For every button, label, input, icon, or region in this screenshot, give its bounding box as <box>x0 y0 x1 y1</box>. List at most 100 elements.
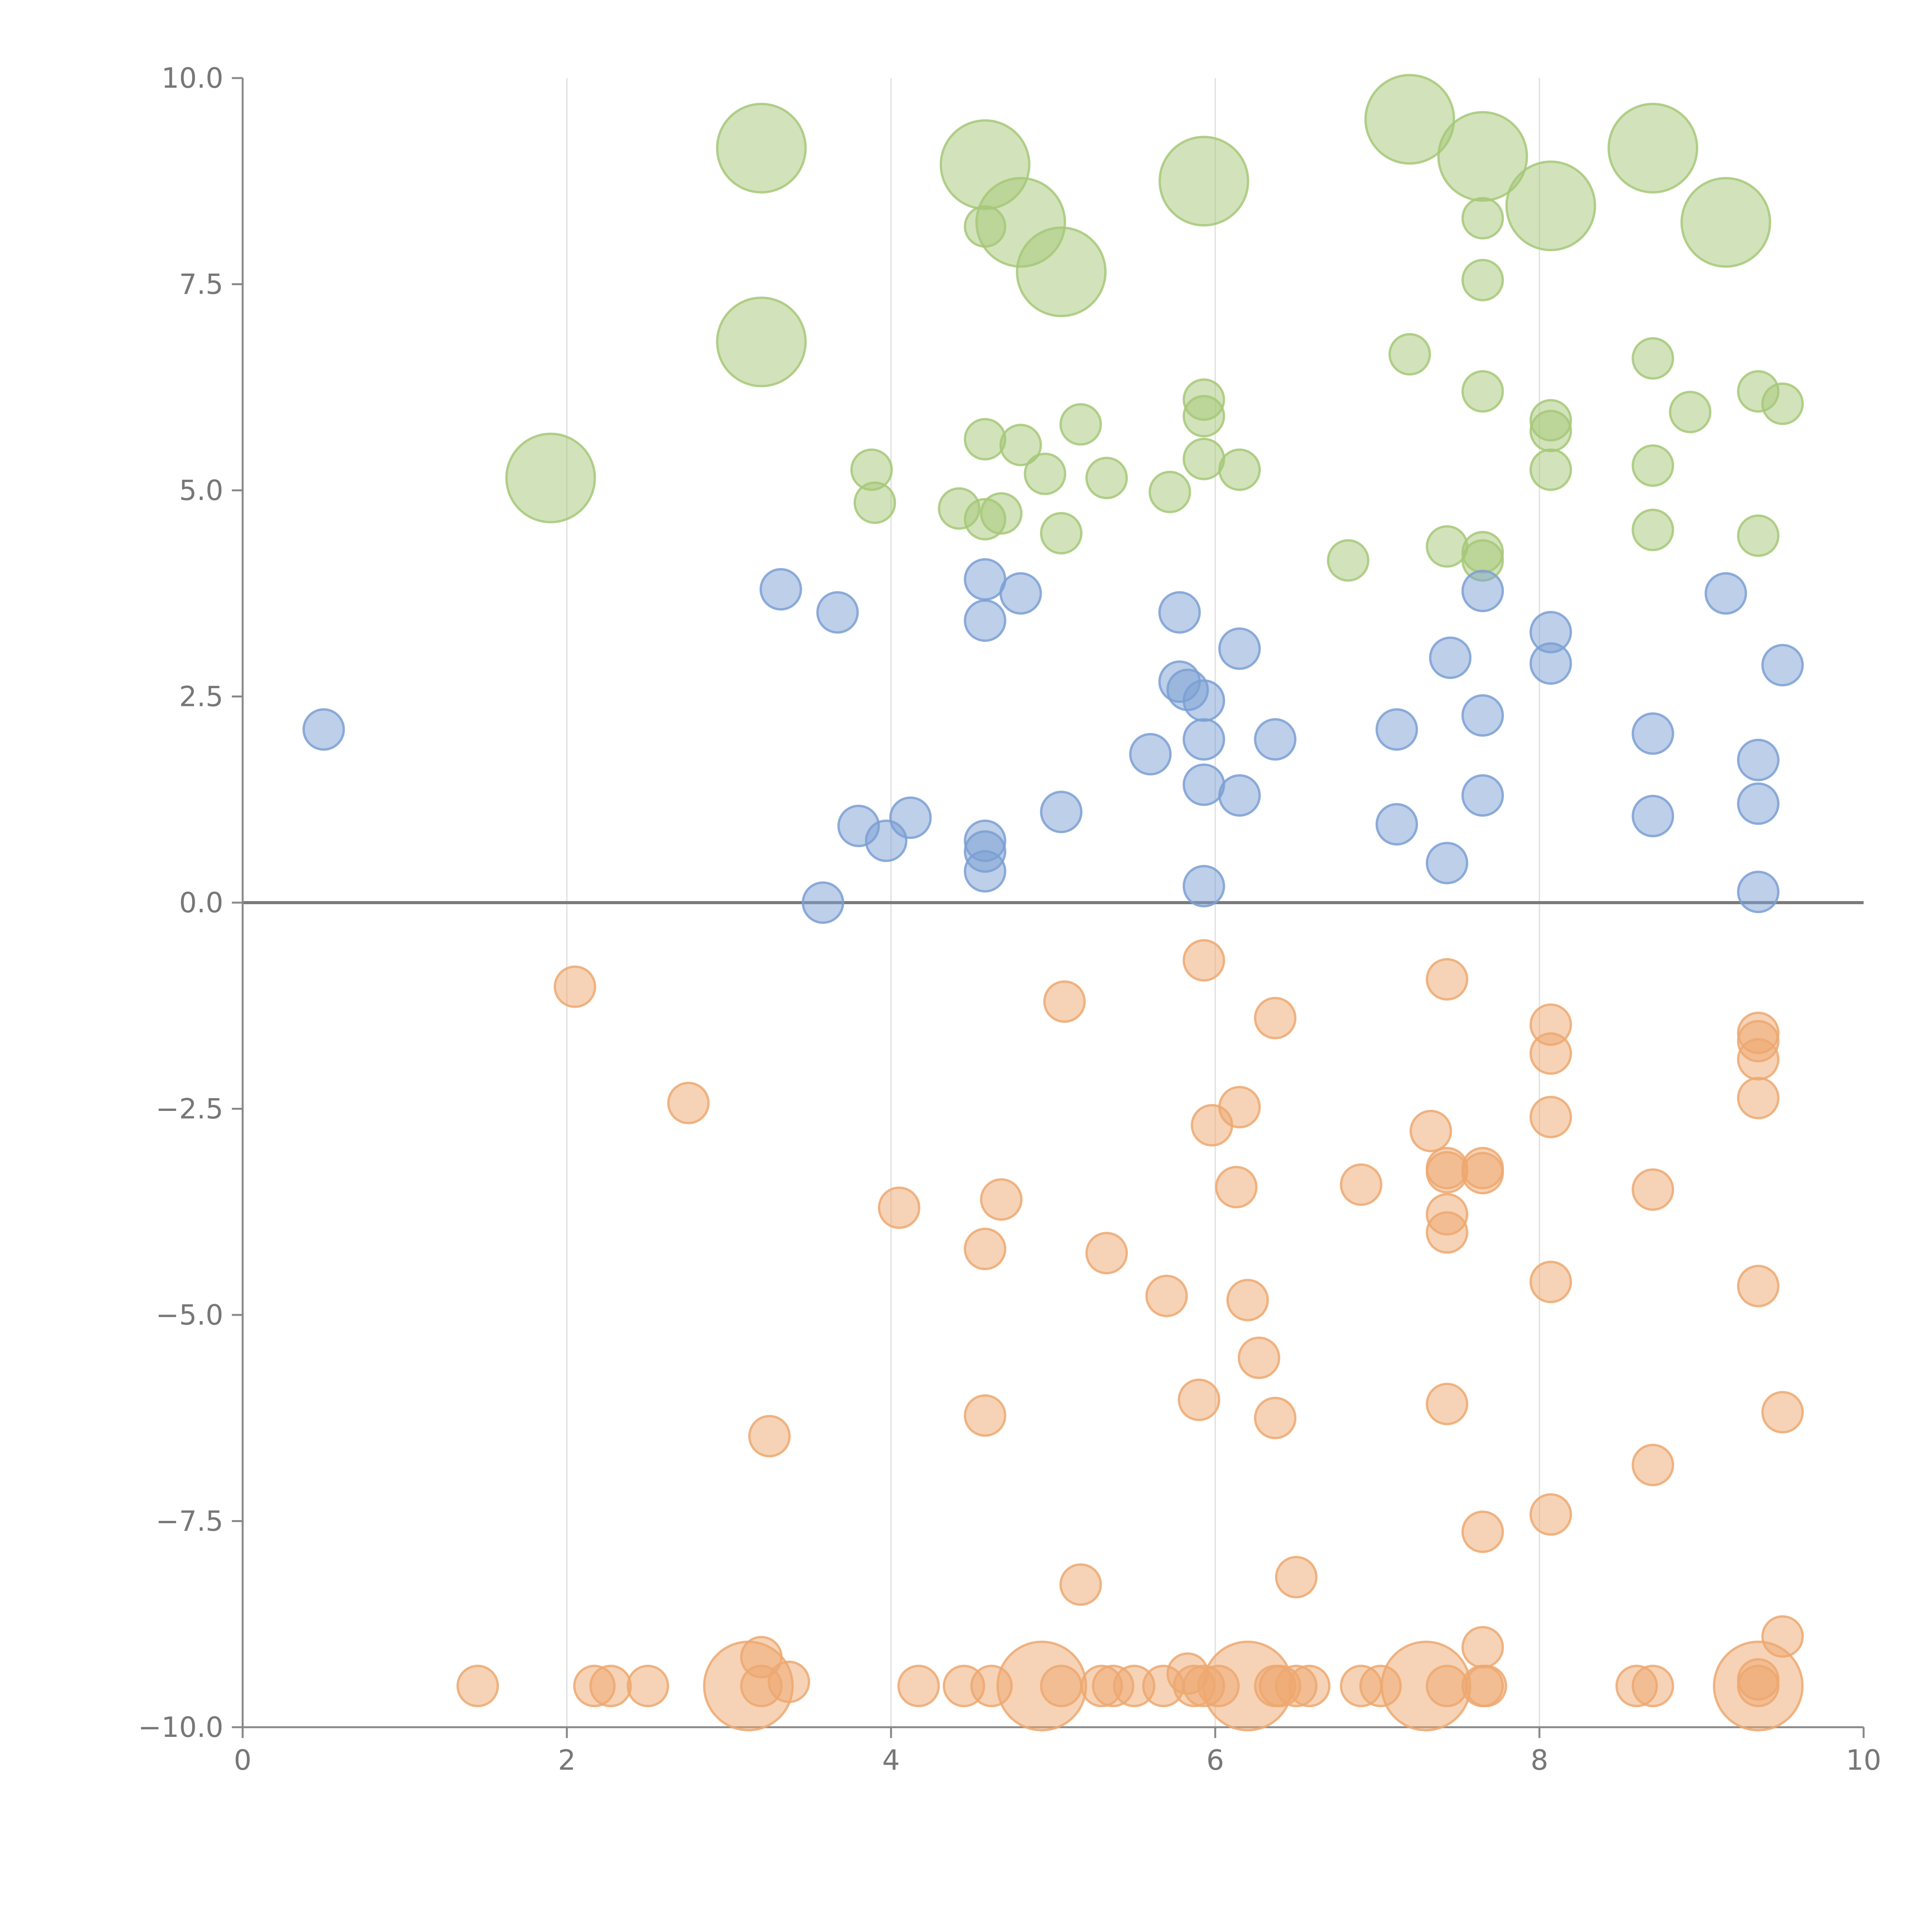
data-point-green <box>964 498 1007 541</box>
data-point-blue <box>1737 871 1780 913</box>
data-points <box>302 74 1804 1731</box>
data-point-orange <box>1737 1265 1780 1308</box>
y-tick-label: 2.5 <box>179 680 223 713</box>
data-point-green <box>1327 539 1369 582</box>
data-point-green <box>999 423 1042 466</box>
data-point-blue <box>1461 774 1504 817</box>
data-point-blue <box>1182 679 1225 722</box>
data-point-blue <box>1375 803 1418 846</box>
data-point-green <box>1761 382 1804 425</box>
data-point-green <box>964 205 1007 248</box>
data-point-blue <box>1737 738 1780 781</box>
data-point-blue <box>964 599 1007 642</box>
data-point-orange <box>1059 1563 1102 1606</box>
series-orange <box>456 939 1804 1731</box>
data-point-orange <box>1631 1444 1674 1486</box>
data-point-orange <box>1713 1640 1804 1731</box>
data-point-orange <box>1043 980 1086 1023</box>
data-point-orange <box>1425 958 1468 1001</box>
data-point-green <box>1085 456 1128 499</box>
series-blue <box>302 558 1804 924</box>
y-tick-label: 10.0 <box>162 62 223 94</box>
data-point-green <box>1425 525 1468 568</box>
data-point-orange <box>1631 1665 1674 1708</box>
data-point-green <box>1529 448 1572 491</box>
data-point-blue <box>1631 794 1674 837</box>
data-point-green <box>1024 452 1066 495</box>
data-point-orange <box>589 1665 632 1708</box>
data-point-green <box>964 418 1007 461</box>
data-point-orange <box>878 1186 920 1229</box>
data-point-blue <box>1461 570 1504 612</box>
data-point-orange <box>1254 1396 1297 1439</box>
data-point-orange <box>667 1082 710 1124</box>
data-point-blue <box>1158 591 1201 634</box>
data-point-blue <box>999 572 1042 615</box>
data-point-orange <box>1461 1626 1504 1669</box>
data-point-green <box>1529 410 1572 452</box>
y-tick-label: −7.5 <box>156 1505 223 1537</box>
data-point-blue <box>1182 718 1225 761</box>
data-point-orange <box>1340 1163 1383 1206</box>
axes: 10.0 7.5 5.0 2.5 0.0 −2.5 −5.0 −7.5 −10.0 0 2 4 6 8 10 <box>138 62 1881 1776</box>
y-tick-label: 0.0 <box>179 886 223 919</box>
data-point-orange <box>703 1640 794 1731</box>
data-point-blue <box>1129 733 1172 776</box>
data-point-blue <box>1218 774 1261 817</box>
data-point-blue <box>1704 572 1747 615</box>
data-point-green <box>716 102 807 194</box>
y-tick-label: 5.0 <box>179 474 223 507</box>
data-point-orange <box>1215 1166 1258 1209</box>
data-point-orange <box>1529 1493 1572 1536</box>
data-point-blue <box>1461 694 1504 737</box>
data-point-blue <box>1182 865 1225 908</box>
y-tick-label: −2.5 <box>156 1093 223 1125</box>
data-point-blue <box>1218 627 1261 670</box>
series-green <box>505 74 1804 582</box>
data-point-green <box>1182 395 1225 437</box>
data-point-green <box>1016 226 1107 317</box>
data-point-orange <box>964 1394 1007 1437</box>
data-point-orange <box>996 1640 1087 1731</box>
data-point-orange <box>1380 1640 1471 1731</box>
data-point-green <box>1607 102 1699 194</box>
data-point-orange <box>1288 1665 1331 1708</box>
data-point-orange <box>1461 1510 1504 1553</box>
y-tick-label: 7.5 <box>179 268 223 301</box>
x-tick-label: 0 <box>234 1744 252 1776</box>
data-point-green <box>1182 437 1225 480</box>
data-point-orange <box>1190 1104 1233 1147</box>
data-point-orange <box>1425 1383 1468 1425</box>
data-point-blue <box>1425 842 1468 884</box>
data-point-orange <box>1425 1151 1468 1194</box>
x-tick-label: 8 <box>1531 1744 1548 1776</box>
data-point-orange <box>553 965 596 1008</box>
data-point-orange <box>964 1228 1007 1270</box>
x-tick-label: 6 <box>1206 1744 1224 1776</box>
data-point-orange <box>980 1178 1023 1221</box>
data-point-green <box>1158 136 1250 227</box>
data-point-orange <box>1529 1032 1572 1075</box>
data-point-green <box>1388 333 1431 376</box>
data-point-blue <box>1737 782 1780 825</box>
data-point-orange <box>626 1665 669 1708</box>
data-point-orange <box>1182 939 1225 982</box>
data-point-blue <box>1254 718 1297 761</box>
data-point-blue <box>1429 636 1472 679</box>
data-point-green <box>1680 177 1771 268</box>
data-point-green <box>1737 514 1780 557</box>
data-point-orange <box>897 1665 940 1708</box>
data-point-green <box>1631 337 1674 380</box>
data-point-blue <box>1182 763 1225 806</box>
x-tick-label: 4 <box>882 1744 900 1776</box>
data-point-green <box>1631 444 1674 487</box>
data-point-blue <box>816 591 859 634</box>
data-point-green <box>1669 391 1712 434</box>
data-point-orange <box>1254 997 1297 1039</box>
data-point-orange <box>1085 1231 1128 1274</box>
y-tick-label: −5.0 <box>156 1299 223 1331</box>
data-point-orange <box>1529 1260 1572 1303</box>
data-point-blue <box>865 819 908 862</box>
data-point-blue <box>1631 712 1674 755</box>
